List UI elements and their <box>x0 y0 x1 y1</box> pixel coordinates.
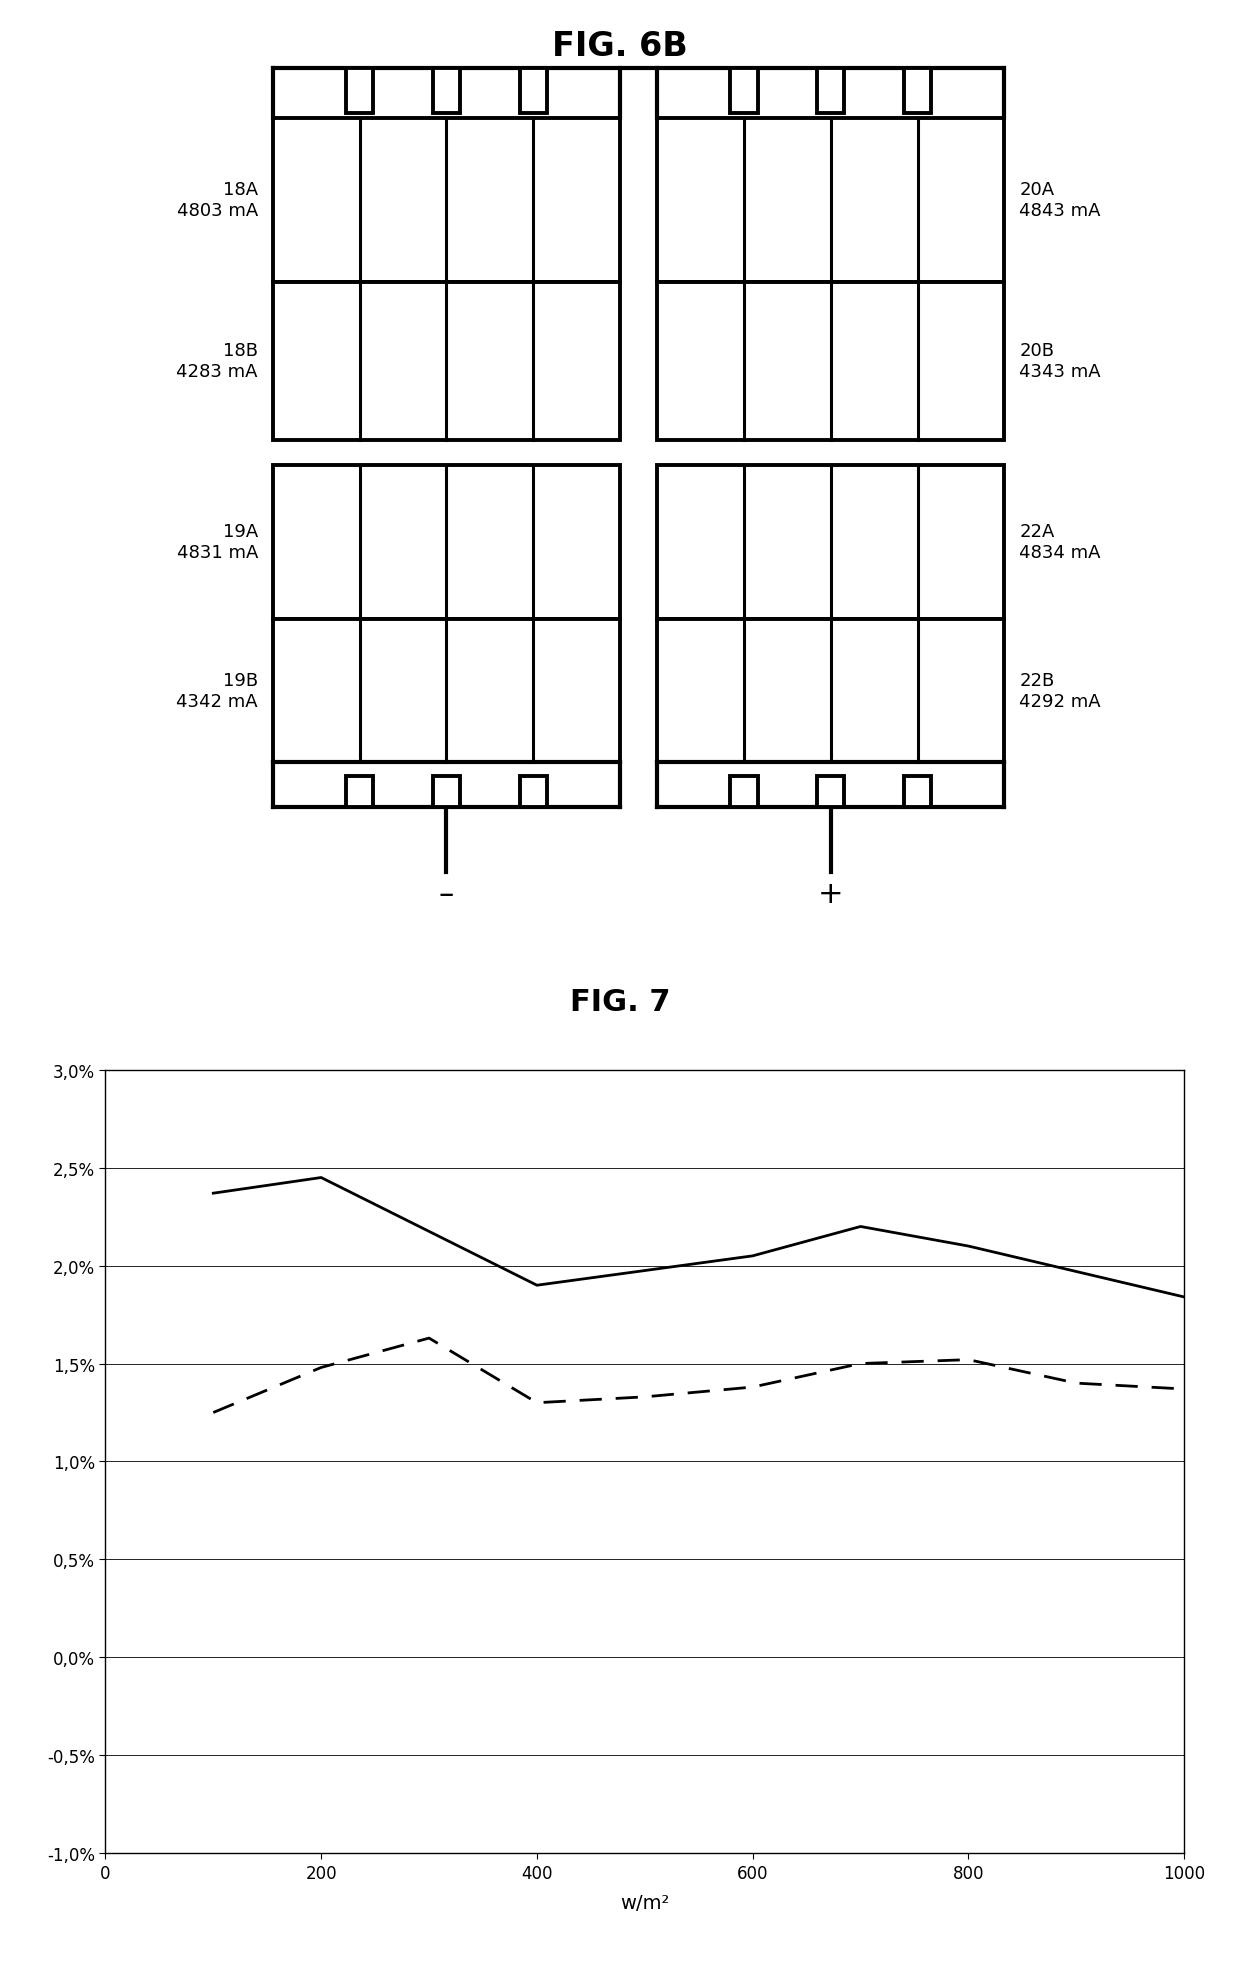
Text: 20B
4343 mA: 20B 4343 mA <box>1019 343 1101 381</box>
Bar <box>273 119 620 281</box>
Bar <box>730 777 758 809</box>
Bar <box>904 69 931 113</box>
Bar <box>520 777 547 809</box>
Text: 18A
4803 mA: 18A 4803 mA <box>176 180 258 220</box>
Text: FIG. 7: FIG. 7 <box>569 987 671 1017</box>
Bar <box>433 69 460 113</box>
Bar <box>433 777 460 809</box>
X-axis label: w/m²: w/m² <box>620 1893 670 1913</box>
Bar <box>657 119 1004 281</box>
Text: –: – <box>439 880 454 910</box>
Bar <box>657 281 1004 442</box>
Bar <box>520 69 547 113</box>
Bar <box>346 69 373 113</box>
Bar <box>730 69 758 113</box>
Bar <box>817 777 844 809</box>
Text: 22B
4292 mA: 22B 4292 mA <box>1019 672 1101 712</box>
Text: 19A
4831 mA: 19A 4831 mA <box>176 523 258 563</box>
Text: 18B
4283 mA: 18B 4283 mA <box>176 343 258 381</box>
Text: 19B
4342 mA: 19B 4342 mA <box>176 672 258 712</box>
Text: FIG. 6B: FIG. 6B <box>552 30 688 63</box>
Bar <box>273 281 620 442</box>
Bar <box>346 777 373 809</box>
Bar <box>817 69 844 113</box>
Bar <box>657 618 1004 763</box>
Bar <box>904 777 931 809</box>
Bar <box>273 466 620 618</box>
Text: +: + <box>818 880 843 910</box>
Bar <box>273 618 620 763</box>
Text: 22A
4834 mA: 22A 4834 mA <box>1019 523 1101 563</box>
Text: 20A
4843 mA: 20A 4843 mA <box>1019 180 1101 220</box>
Bar <box>657 466 1004 618</box>
